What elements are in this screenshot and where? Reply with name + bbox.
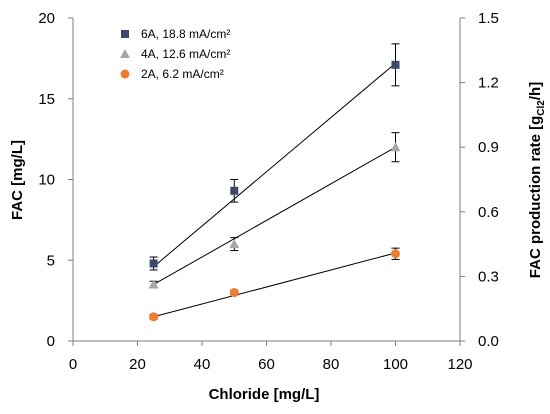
x-tick-label: 0	[69, 356, 77, 373]
data-point	[390, 142, 401, 152]
legend-label: 6A, 18.8 mA/cm²	[141, 27, 230, 41]
x-tick-label: 100	[383, 356, 408, 373]
fit-line	[153, 252, 396, 318]
y-tick-label-right: 1.2	[478, 75, 499, 92]
data-point	[230, 186, 239, 195]
fit-line	[153, 62, 396, 268]
y-tick-label-left: 0	[47, 333, 55, 350]
legend-marker	[120, 69, 130, 79]
legend-marker	[121, 30, 129, 38]
y-tick-label-right: 0.0	[478, 333, 499, 350]
y-tick-label-right: 1.5	[478, 10, 499, 27]
legend-label: 4A, 12.6 mA/cm²	[141, 47, 230, 61]
x-tick-label: 60	[258, 356, 275, 373]
x-axis-title: Chloride [mg/L]	[209, 386, 320, 403]
legend: 6A, 18.8 mA/cm² 4A, 12.6 mA/cm² 2A, 6.2 mA…	[120, 27, 230, 81]
x-tick-label: 80	[323, 356, 340, 373]
data-point	[229, 288, 239, 298]
y-axis-right-title: FAC production rate [gCl2/h]	[527, 82, 547, 278]
y-ticks-right: 0.0 0.3 0.6 0.9 1.2 1.5	[460, 10, 499, 350]
y-tick-label-left: 15	[38, 91, 55, 108]
data-point	[391, 249, 400, 259]
fit-lines	[153, 62, 396, 318]
x-tick-label: 20	[129, 356, 146, 373]
data-point	[229, 239, 240, 249]
error-bars	[149, 43, 400, 320]
fit-line	[153, 146, 396, 285]
y-tick-label-right: 0.9	[478, 139, 499, 156]
y-ticks-left: 0 5 10 15 20	[38, 10, 73, 350]
data-point	[391, 60, 400, 69]
y-tick-label-left: 10	[38, 172, 55, 189]
y-axis-right-title-sub: Cl2	[536, 100, 547, 116]
y-tick-label-left: 5	[47, 252, 55, 269]
x-tick-label: 120	[447, 356, 472, 373]
data-point	[149, 312, 159, 322]
data-points	[148, 60, 401, 322]
legend-marker	[120, 49, 130, 58]
y-axis-right-title-main: FAC production rate [g	[527, 116, 544, 279]
x-tick-label: 40	[194, 356, 211, 373]
y-axis-left-title: FAC [mg/L]	[9, 140, 26, 220]
y-tick-label-right: 0.3	[478, 268, 499, 285]
data-point	[148, 279, 159, 289]
x-ticks: 0 20 40 60 80 100 120	[69, 341, 473, 373]
y-axis-right-title-end: /h]	[527, 82, 544, 100]
axes	[72, 18, 461, 342]
y-tick-label-right: 0.6	[478, 204, 499, 221]
data-point	[149, 259, 158, 268]
legend-label: 2A, 6.2 mA/cm²	[141, 67, 224, 81]
y-tick-label-left: 20	[38, 10, 55, 27]
